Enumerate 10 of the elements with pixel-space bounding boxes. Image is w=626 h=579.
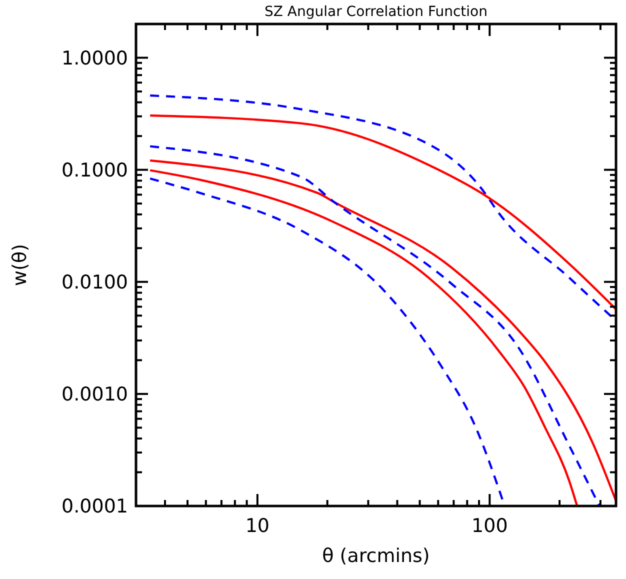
x-axis-title: θ (arcmins) (322, 545, 430, 567)
y-tick-label: 0.0010 (62, 384, 128, 406)
y-tick-label: 0.1000 (62, 159, 128, 182)
y-tick-label: 0.0001 (62, 496, 128, 518)
y-axis-title: w(θ) (9, 244, 31, 286)
x-tick-label: 100 (472, 515, 508, 537)
y-tick-label: 0.0100 (62, 272, 128, 294)
x-tick-label: 10 (245, 515, 270, 537)
y-tick-label: 1.0000 (62, 47, 128, 70)
chart-title: SZ Angular Correlation Function (264, 4, 488, 20)
